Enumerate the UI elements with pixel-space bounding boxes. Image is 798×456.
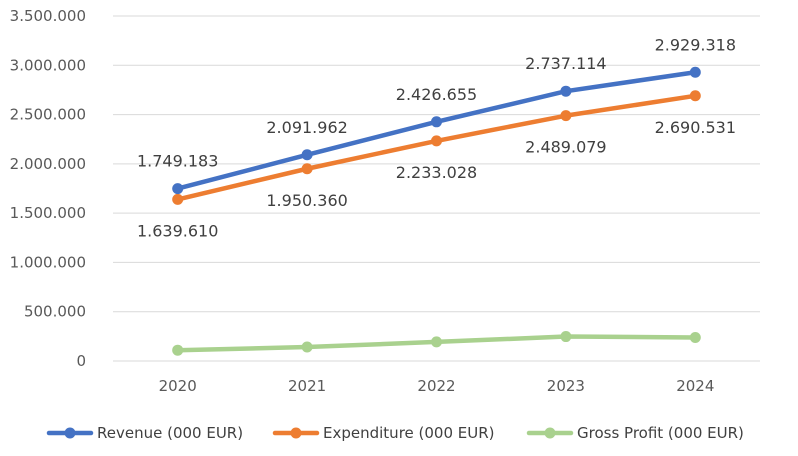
data-label: 1.639.610 <box>137 221 218 240</box>
x-tick-label: 2023 <box>547 377 585 395</box>
x-tick-label: 2024 <box>676 377 714 395</box>
y-tick-label: 2.000.000 <box>10 155 86 173</box>
data-point <box>301 163 313 175</box>
legend-label: Gross Profit (000 EUR) <box>577 424 744 442</box>
data-point <box>431 116 442 128</box>
legend-item: Gross Profit (000 EUR) <box>526 424 744 442</box>
x-tick-label: 2021 <box>288 377 326 395</box>
x-tick-label: 2020 <box>159 377 197 395</box>
data-label: 2.489.079 <box>525 138 606 157</box>
y-tick-label: 3.500.000 <box>10 7 86 25</box>
data-label: 2.690.531 <box>655 118 736 137</box>
legend-marker <box>290 427 302 439</box>
series-lines <box>172 66 701 356</box>
legend-item: Revenue (000 EUR) <box>46 424 243 442</box>
data-label: 2.091.962 <box>266 118 347 137</box>
legend-marker <box>64 427 76 439</box>
data-point <box>560 331 572 343</box>
data-point <box>301 341 313 353</box>
data-point <box>431 336 442 348</box>
x-tick-label: 2022 <box>417 377 455 395</box>
data-point <box>560 85 572 97</box>
data-point <box>689 90 701 102</box>
data-labels: 1.749.183 2.091.962 2.426.655 2.737.114 2.92… <box>137 35 736 240</box>
x-axis: 2020 2021 2022 2023 2024 <box>159 377 715 395</box>
y-tick-label: 0 <box>76 352 86 370</box>
data-label: 1.749.183 <box>137 152 218 171</box>
legend: Revenue (000 EUR) Expenditure (000 EUR) Gr… <box>46 424 744 442</box>
y-tick-label: 500.000 <box>24 303 86 321</box>
data-label: 2.737.114 <box>525 54 606 73</box>
legend-label: Expenditure (000 EUR) <box>323 424 495 442</box>
data-point <box>172 193 184 205</box>
data-point <box>301 149 313 161</box>
gridlines <box>113 15 760 362</box>
data-point <box>172 344 184 356</box>
legend-item: Expenditure (000 EUR) <box>272 424 495 442</box>
data-label: 2.929.318 <box>655 35 736 54</box>
data-point <box>172 183 184 195</box>
series-line <box>175 93 698 202</box>
y-tick-label: 3.000.000 <box>10 56 86 74</box>
data-label: 2.426.655 <box>396 85 477 104</box>
y-tick-label: 2.500.000 <box>10 106 86 124</box>
legend-marker <box>544 427 556 439</box>
y-tick-label: 1.500.000 <box>10 204 86 222</box>
data-point <box>689 331 701 343</box>
y-tick-label: 1.000.000 <box>10 253 86 271</box>
data-point <box>689 66 701 78</box>
legend-label: Revenue (000 EUR) <box>97 424 243 442</box>
data-label: 2.233.028 <box>396 163 477 182</box>
data-point <box>560 110 572 122</box>
data-point <box>431 135 442 147</box>
data-label: 1.950.360 <box>266 191 347 210</box>
y-axis: 0 500.000 1.000.000 1.500.000 2.000.000 2.500… <box>10 7 86 370</box>
